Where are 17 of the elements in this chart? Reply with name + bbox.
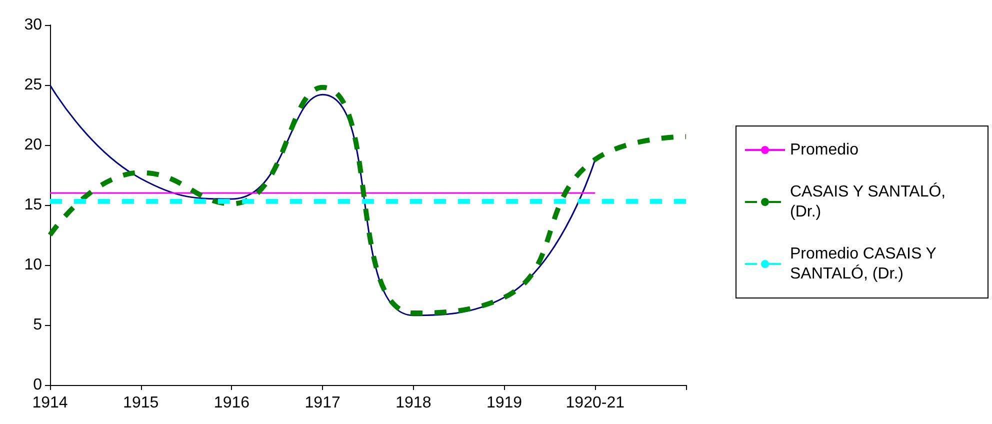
y-tick-label: 20 xyxy=(24,136,42,154)
x-tick-label: 1914 xyxy=(32,394,68,412)
x-tick-label: 1915 xyxy=(123,394,159,412)
y-tick-label: 15 xyxy=(24,196,42,214)
legend-label: CASAIS Y SANTALÓ, (Dr.) xyxy=(790,182,950,220)
legend-label: Promedio xyxy=(790,142,859,158)
legend-label: Promedio CASAIS Y SANTALÓ, (Dr.) xyxy=(790,246,941,282)
x-tick-label: 1919 xyxy=(486,394,522,412)
y-tick-label: 10 xyxy=(24,256,42,274)
x-tick-label: 1920-21 xyxy=(566,394,625,412)
y-tick-label: 5 xyxy=(33,316,42,334)
y-tick-label: 0 xyxy=(33,376,42,394)
x-tick-label: 1918 xyxy=(396,394,432,412)
x-tick-label: 1916 xyxy=(214,394,250,412)
x-tick-label: 1917 xyxy=(304,394,340,412)
y-tick-label: 30 xyxy=(24,16,42,34)
y-tick-label: 25 xyxy=(24,76,42,94)
